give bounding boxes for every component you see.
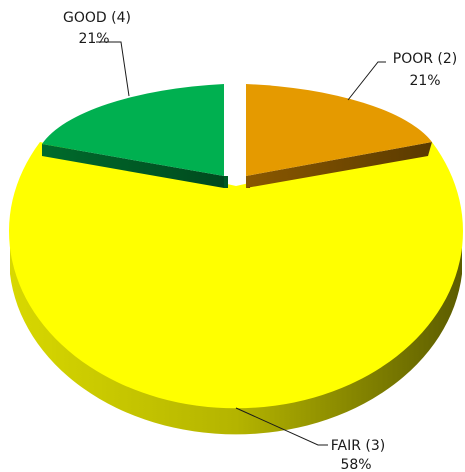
slice-label-good: GOOD (4) xyxy=(63,10,131,26)
leader-line-poor xyxy=(347,61,386,101)
leader-line-good xyxy=(96,41,130,97)
pie-slice-good-side-front xyxy=(42,144,224,188)
slice-percent-good: 21% xyxy=(78,31,109,47)
slice-percent-fair: 58% xyxy=(340,457,371,472)
pie-slice-poor-side-front xyxy=(246,142,432,188)
pie-slice-fair xyxy=(8,142,463,435)
slice-percent-poor: 21% xyxy=(409,73,440,89)
pie-slice-good-top xyxy=(42,84,224,176)
pie-slice-poor-top xyxy=(246,84,432,176)
slice-label-poor: POOR (2) xyxy=(393,51,458,67)
pie-slice-poor xyxy=(246,84,432,188)
pie-slice-good-side-right xyxy=(224,176,228,188)
slice-label-fair: FAIR (3) xyxy=(331,438,385,454)
pie-slice-good xyxy=(42,84,228,188)
pie-slice-fair-top xyxy=(8,142,463,409)
leader-line-fair xyxy=(235,407,328,446)
